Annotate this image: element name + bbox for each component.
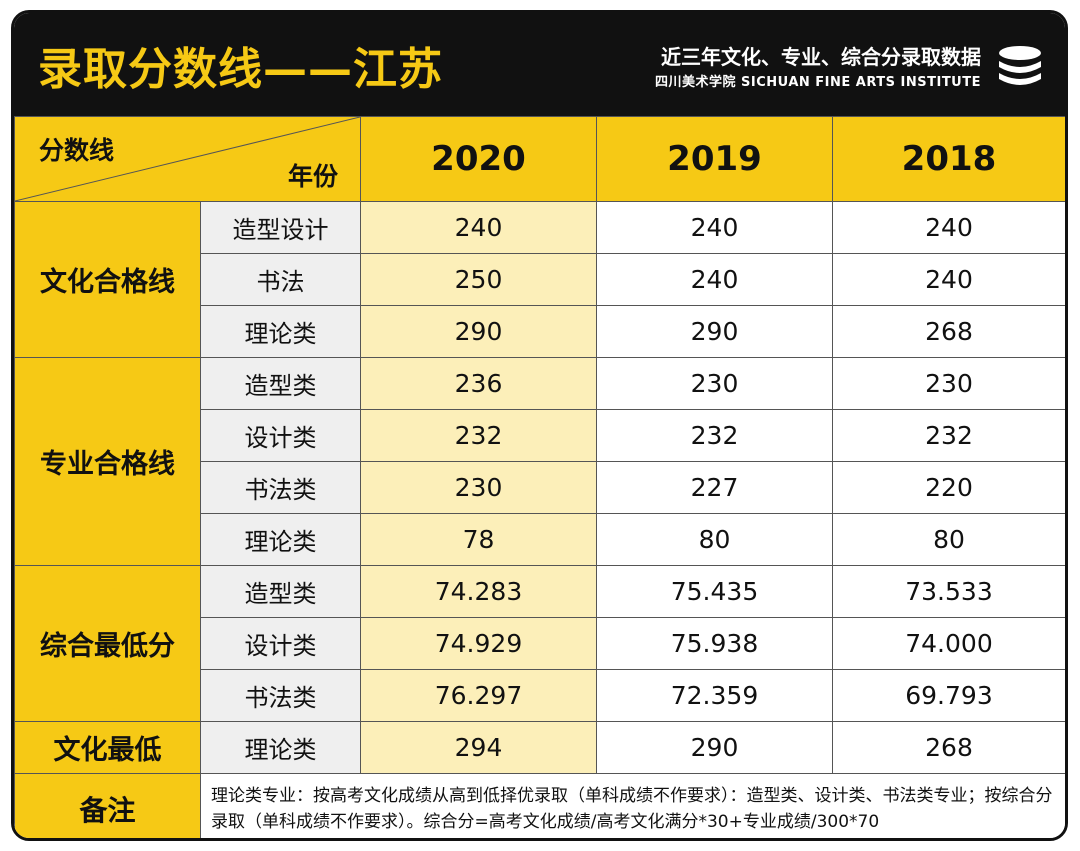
year-header-row: 分数线 年份 2020 2019 2018 [14,116,1065,202]
score-cell: 240 [596,253,833,306]
page-title: 录取分数线——江苏 [38,44,443,95]
corner-cell: 分数线 年份 [14,116,361,202]
score-cell: 290 [360,305,597,358]
note-label: 备注 [14,773,201,838]
score-cell: 290 [596,721,833,774]
score-cell: 80 [596,513,833,566]
group-label: 文化合格线 [14,201,201,358]
table-row: 书法 250 240 240 [15,253,1065,306]
category-label: 书法类 [200,461,361,514]
score-cell: 78 [360,513,597,566]
score-cell: 240 [832,201,1065,254]
header-bar: 录取分数线——江苏 近三年文化、专业、综合分录取数据 四川美术学院 SICHUA… [14,13,1065,116]
score-cell: 72.359 [596,669,833,722]
stacked-discs-logo-icon [999,46,1041,85]
table-row: 理论类 78 80 80 [15,513,1065,566]
score-cell: 230 [360,461,597,514]
score-cell: 73.533 [832,565,1065,618]
table-row: 设计类 74.929 75.938 74.000 [15,617,1065,670]
institution-name: 四川美术学院 SICHUAN FINE ARTS INSTITUTE [655,75,981,90]
score-cell: 240 [360,201,597,254]
category-label: 造型设计 [200,201,361,254]
score-cell: 74.000 [832,617,1065,670]
category-label: 造型类 [200,565,361,618]
score-card: 录取分数线——江苏 近三年文化、专业、综合分录取数据 四川美术学院 SICHUA… [11,10,1068,841]
score-cell: 230 [596,357,833,410]
group-label: 文化最低 [14,721,201,774]
table-row: 文化最低 理论类 294 290 268 [14,721,1065,774]
score-cell: 250 [360,253,597,306]
table-row: 书法类 230 227 220 [15,461,1065,514]
year-header: 2019 [596,116,833,202]
table-row: 理论类 290 290 268 [15,305,1065,358]
score-cell: 74.283 [360,565,597,618]
score-cell: 236 [360,357,597,410]
score-cell: 69.793 [832,669,1065,722]
score-table: 分数线 年份 2020 2019 2018 文化合格线 造型设计 240 240… [14,116,1065,838]
score-cell: 294 [360,721,597,774]
score-cell: 75.938 [596,617,833,670]
category-label: 理论类 [200,305,361,358]
note-row: 备注 理论类专业：按高考文化成绩从高到低择优录取（单科成绩不作要求）：造型类、设… [14,773,1065,838]
score-cell: 75.435 [596,565,833,618]
score-cell: 232 [360,409,597,462]
note-text: 理论类专业：按高考文化成绩从高到低择优录取（单科成绩不作要求）：造型类、设计类、… [200,773,1065,838]
score-cell: 232 [832,409,1065,462]
category-label: 理论类 [200,513,361,566]
corner-label-score: 分数线 [39,136,115,165]
score-cell: 268 [832,305,1065,358]
group-label: 综合最低分 [14,565,201,722]
category-label: 设计类 [200,617,361,670]
score-cell: 220 [832,461,1065,514]
score-cell: 240 [596,201,833,254]
score-cell: 232 [596,409,833,462]
table-row: 设计类 232 232 232 [15,409,1065,462]
group-label: 专业合格线 [14,357,201,566]
score-cell: 227 [596,461,833,514]
table-row: 专业合格线 造型类 236 230 230 [14,357,1065,566]
year-header: 2020 [360,116,597,202]
score-cell: 76.297 [360,669,597,722]
category-label: 造型类 [200,357,361,410]
category-label: 书法类 [200,669,361,722]
table-row: 文化合格线 造型设计 240 240 240 [14,201,1065,358]
table-row: 书法类 76.297 72.359 69.793 [15,669,1065,722]
table-row: 综合最低分 造型类 74.283 75.435 73.533 [14,565,1065,722]
score-cell: 80 [832,513,1065,566]
year-header: 2018 [832,116,1065,202]
diagonal-divider [15,117,360,201]
score-cell: 268 [832,721,1065,774]
score-cell: 290 [596,305,833,358]
corner-label-year: 年份 [287,162,338,191]
category-label: 理论类 [200,721,361,774]
score-cell: 74.929 [360,617,597,670]
score-cell: 240 [832,253,1065,306]
header-subtitle: 近三年文化、专业、综合分录取数据 [661,45,981,69]
category-label: 书法 [200,253,361,306]
category-label: 设计类 [200,409,361,462]
score-cell: 230 [832,357,1065,410]
